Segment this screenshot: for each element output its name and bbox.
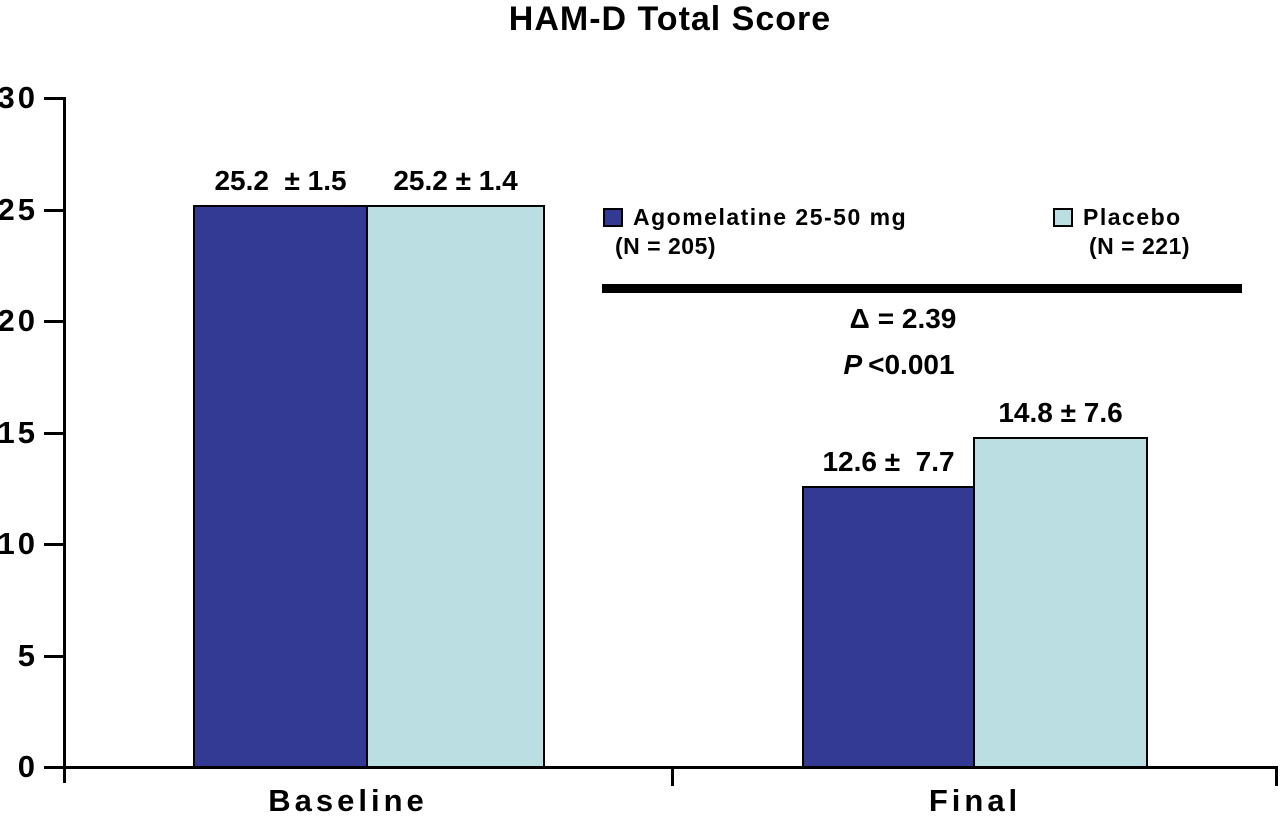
- y-tick-mark: [44, 543, 64, 546]
- delta-value: = 2.39: [877, 303, 957, 334]
- x-category-label-baseline: Baseline: [268, 783, 428, 818]
- y-tick-mark: [44, 320, 64, 323]
- value-label-baseline-placebo: 25.2 ± 1.4: [393, 165, 518, 197]
- y-tick-label: 5: [17, 637, 38, 673]
- y-axis-line: [63, 97, 66, 783]
- value-label-baseline-agomelatine: 25.2 ± 1.5: [214, 165, 347, 197]
- x-axis-tick-category-divider: [671, 766, 674, 786]
- y-tick-label: 30: [0, 80, 38, 115]
- legend-label-placebo: Placebo: [1083, 204, 1182, 230]
- y-tick-mark: [44, 766, 64, 769]
- legend-swatch-agomelatine: [603, 208, 623, 227]
- p-value-annotation: P <0.001: [843, 349, 954, 381]
- p-value: <0.001: [868, 349, 955, 380]
- x-category-label-final: Final: [928, 783, 1022, 818]
- legend-divider-line: [602, 284, 1242, 293]
- chart-title: HAM-D Total Score: [508, 0, 832, 38]
- x-axis-line: [63, 766, 1278, 769]
- y-tick-mark: [44, 431, 64, 435]
- legend-entry-agomelatine: Agomelatine 25-50 mg (N = 205): [603, 203, 907, 261]
- bar-final-agomelatine: [802, 486, 975, 768]
- y-tick-label: 0: [17, 749, 38, 784]
- value-label-final-agomelatine: 12.6 ± 7.7: [822, 446, 955, 478]
- legend-label-agomelatine: Agomelatine 25-50 mg: [633, 204, 908, 230]
- y-tick-label: 25: [0, 191, 38, 227]
- legend-swatch-placebo: [1053, 208, 1073, 227]
- value-label-final-placebo: 14.8 ± 7.6: [998, 396, 1123, 428]
- p-label: P: [843, 349, 863, 380]
- delta-annotation: Δ = 2.39: [850, 303, 957, 335]
- y-tick-label: 10: [0, 526, 38, 561]
- y-tick-mark: [44, 654, 64, 658]
- delta-symbol: Δ: [849, 303, 870, 334]
- y-tick-label: 15: [0, 414, 38, 450]
- x-axis-tick-right-end: [1275, 766, 1278, 786]
- y-tick-label: 20: [0, 303, 38, 338]
- legend-n-agomelatine: (N = 205): [615, 233, 717, 259]
- bar-baseline-placebo: [366, 205, 545, 768]
- y-tick-mark: [44, 97, 64, 100]
- bar-final-placebo: [973, 436, 1148, 768]
- bar-baseline-agomelatine: [193, 205, 368, 768]
- legend-n-placebo: (N = 221): [1089, 233, 1191, 259]
- y-tick-mark: [44, 208, 64, 212]
- legend-entry-placebo: Placebo (N = 221): [1053, 203, 1190, 261]
